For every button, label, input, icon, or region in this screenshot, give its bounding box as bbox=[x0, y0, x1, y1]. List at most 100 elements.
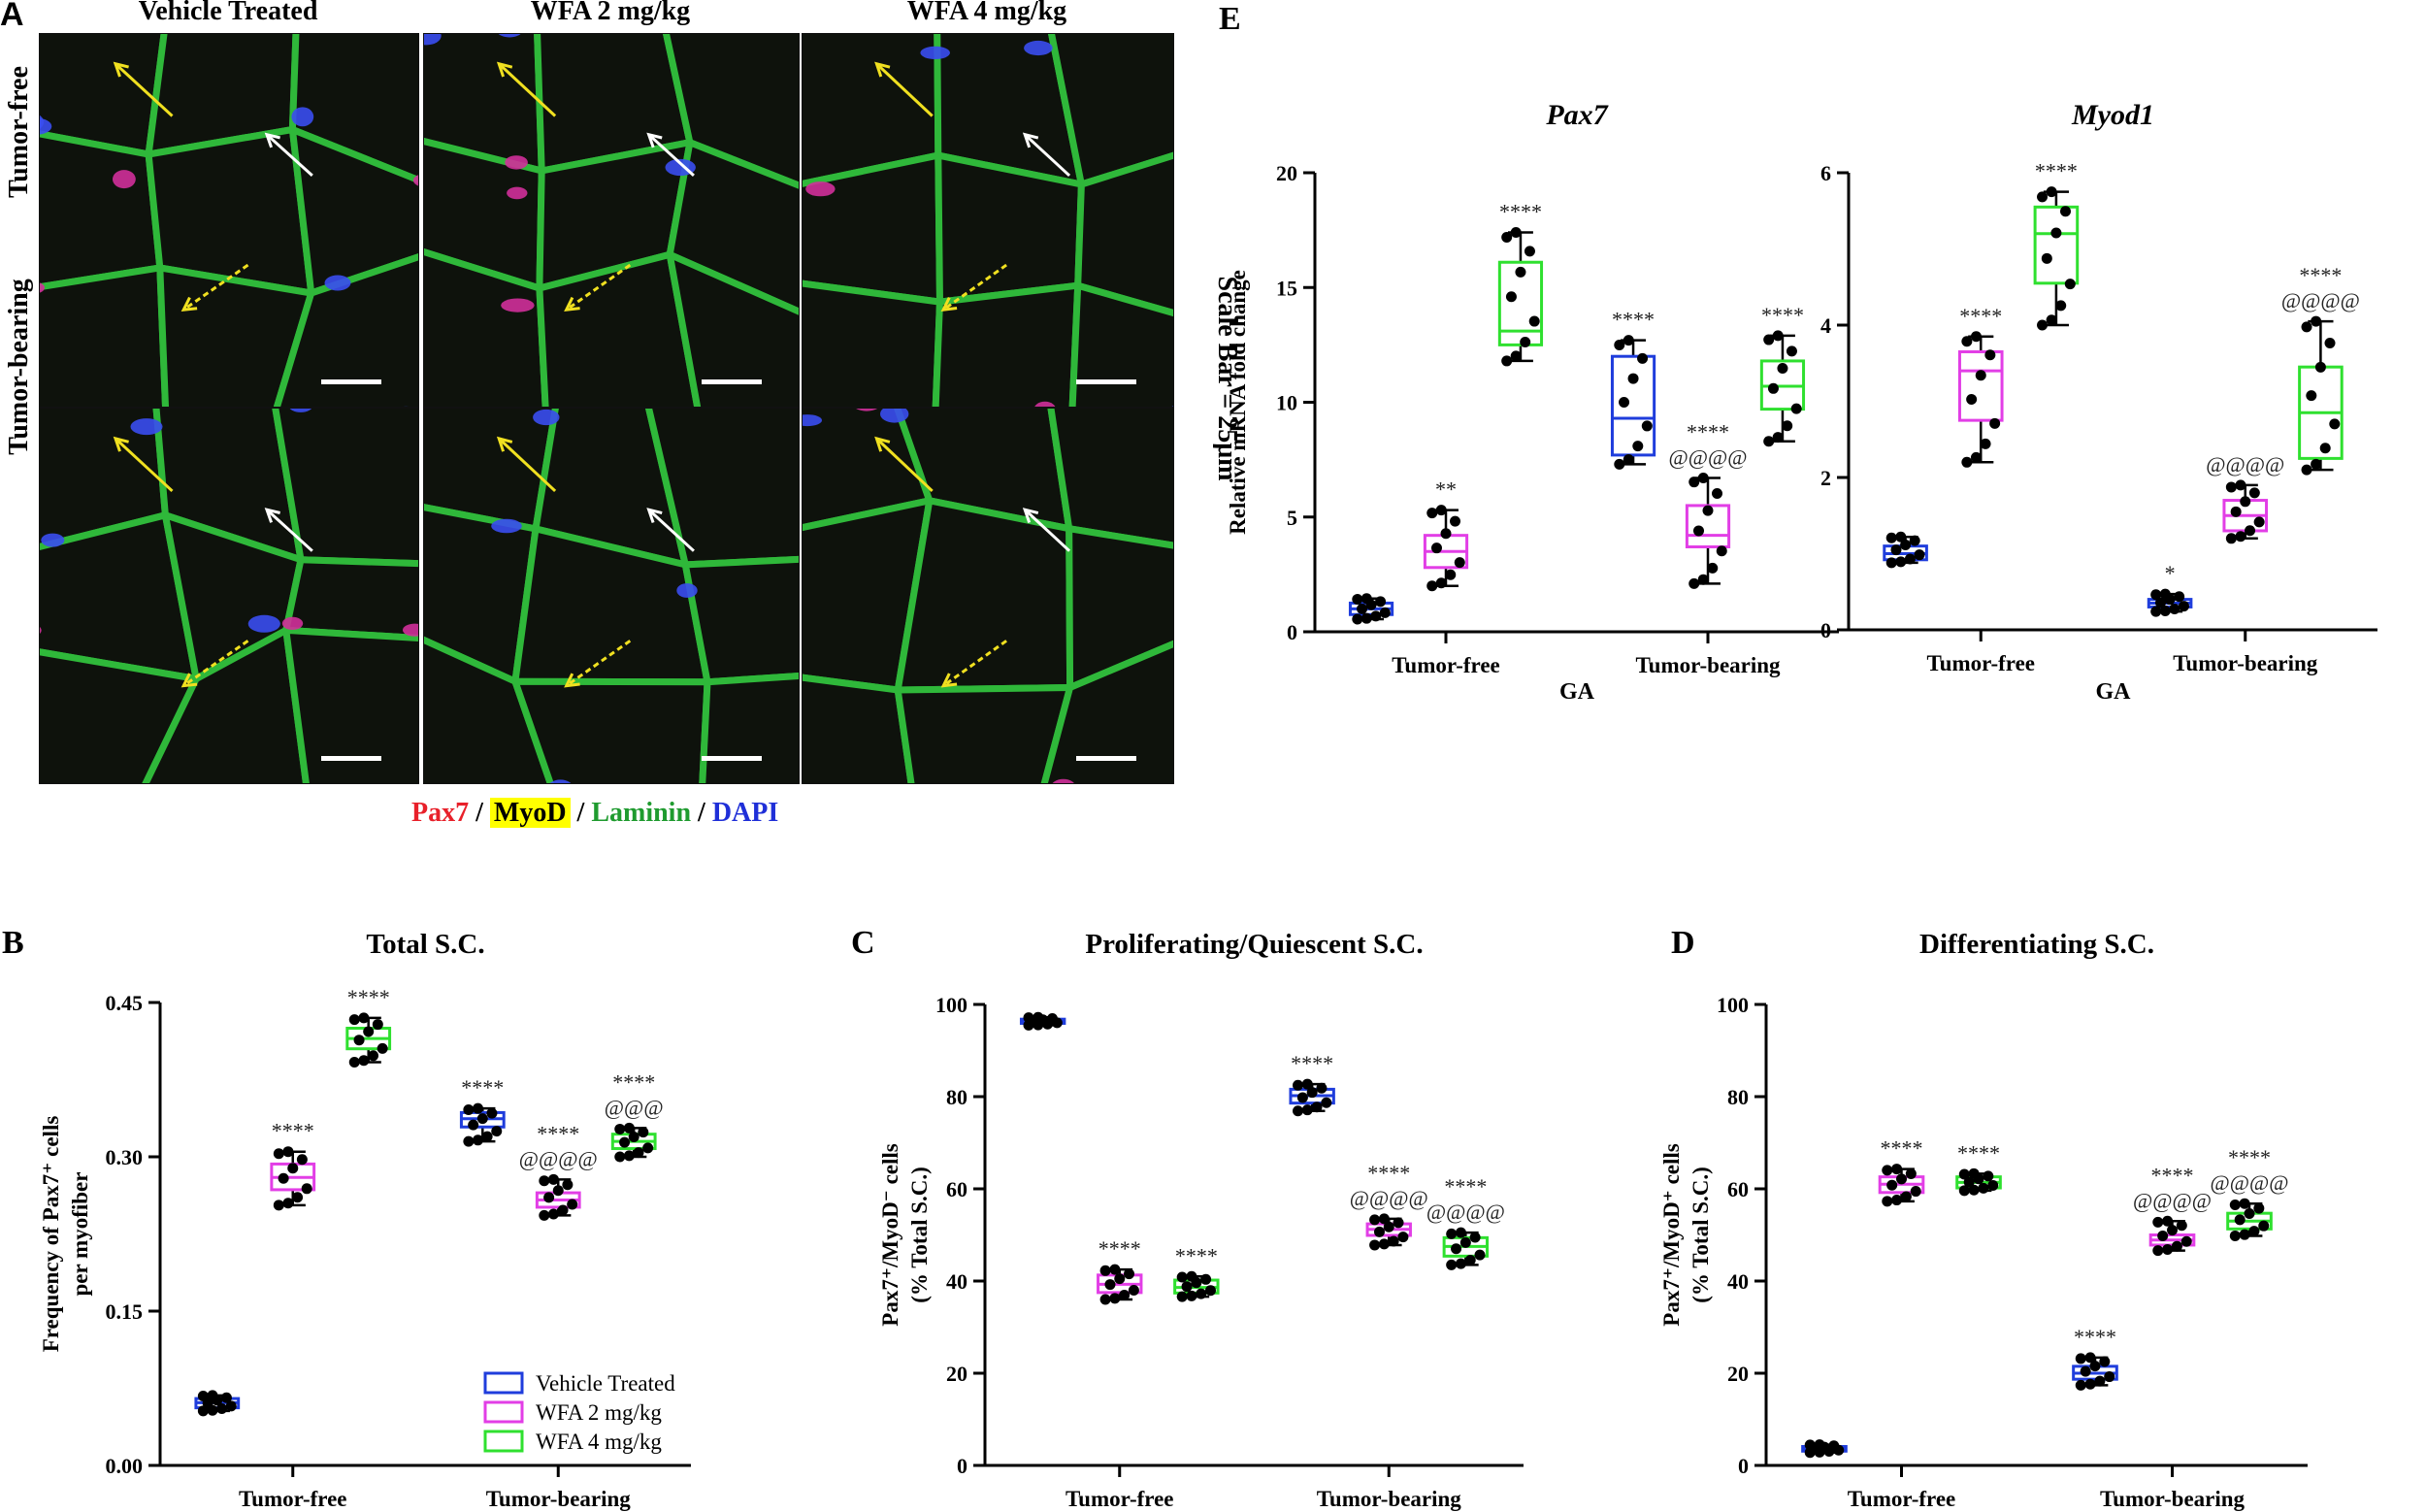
data-point bbox=[2245, 525, 2256, 537]
y-tick-label: 60 bbox=[946, 1177, 967, 1201]
data-point bbox=[1293, 1105, 1304, 1117]
data-point bbox=[1176, 1291, 1188, 1302]
significance-label: * bbox=[2165, 561, 2176, 585]
data-point bbox=[1176, 1271, 1188, 1283]
data-point bbox=[1383, 1221, 1394, 1233]
data-point bbox=[1388, 1235, 1399, 1247]
data-point bbox=[2050, 227, 2062, 239]
box-vehicle-treated bbox=[1610, 354, 1656, 457]
data-point bbox=[1124, 1268, 1135, 1280]
data-point bbox=[1369, 1214, 1381, 1226]
data-point bbox=[1697, 574, 1709, 585]
data-point bbox=[1435, 577, 1447, 589]
data-point bbox=[1961, 456, 1973, 468]
data-point bbox=[1430, 542, 1442, 554]
data-point bbox=[1455, 1258, 1466, 1269]
y-tick-label: 0.15 bbox=[106, 1299, 144, 1324]
data-point bbox=[2157, 1230, 2169, 1241]
data-point bbox=[1980, 438, 1991, 449]
y-axis-label: Pax7⁺/MyoD⁺ cells bbox=[1659, 1143, 1684, 1326]
significance-label: **** bbox=[2228, 1145, 2271, 1169]
data-point bbox=[1968, 1184, 1980, 1196]
panel-letter: C bbox=[851, 925, 875, 961]
data-point bbox=[1697, 473, 1709, 484]
data-point bbox=[1975, 370, 1986, 381]
data-point bbox=[1196, 1288, 1207, 1299]
x-tick-label: Tumor-bearing bbox=[486, 1487, 632, 1511]
data-point bbox=[1119, 1289, 1131, 1300]
data-point bbox=[1914, 549, 1925, 561]
data-point bbox=[614, 1123, 626, 1134]
data-point bbox=[1712, 487, 1723, 499]
y-tick-label: 40 bbox=[1727, 1269, 1749, 1294]
data-point bbox=[1316, 1082, 1328, 1094]
data-point bbox=[472, 1102, 483, 1114]
data-point bbox=[1370, 610, 1382, 622]
data-point bbox=[1763, 436, 1775, 447]
x-tick-label: Tumor-free bbox=[1065, 1487, 1174, 1511]
data-point bbox=[1510, 350, 1522, 362]
box-wfa-4-mg-kg bbox=[1497, 260, 1544, 346]
data-point bbox=[1782, 420, 1793, 432]
y-tick-label: 0 bbox=[1820, 618, 1831, 642]
data-point bbox=[2162, 1243, 2174, 1255]
data-point bbox=[2244, 1207, 2255, 1219]
data-point bbox=[2253, 1202, 2265, 1214]
box-wfa-4-mg-kg bbox=[2033, 205, 2080, 285]
data-point bbox=[1426, 580, 1438, 592]
data-point bbox=[2229, 1199, 2241, 1210]
data-point bbox=[1361, 612, 1372, 624]
data-point bbox=[2324, 337, 2336, 348]
data-point bbox=[1900, 539, 1912, 550]
data-point bbox=[2314, 361, 2326, 373]
data-point bbox=[1397, 1232, 1409, 1243]
micrograph-r1-c0 bbox=[39, 408, 419, 784]
x-tick-label: Tumor-bearing bbox=[2100, 1487, 2246, 1511]
data-point bbox=[1186, 1270, 1197, 1282]
data-point bbox=[1882, 1196, 1893, 1207]
data-point bbox=[1459, 1236, 1471, 1248]
micrograph-r1-c2 bbox=[802, 408, 1174, 784]
data-point bbox=[2301, 464, 2312, 476]
data-point bbox=[1109, 1293, 1121, 1304]
data-point bbox=[1885, 532, 1897, 543]
data-point bbox=[2235, 479, 2246, 491]
data-point bbox=[1905, 1167, 1917, 1179]
panel-letter: E bbox=[1219, 1, 1241, 37]
data-point bbox=[476, 1113, 488, 1125]
data-point bbox=[2046, 314, 2057, 326]
significance-label: @@@@ bbox=[2210, 1170, 2288, 1195]
data-point bbox=[1510, 226, 1522, 238]
data-point bbox=[633, 1147, 644, 1159]
data-point bbox=[372, 1019, 383, 1031]
significance-label: **** bbox=[1367, 1161, 1410, 1185]
data-point bbox=[1186, 1290, 1197, 1301]
data-point bbox=[1104, 1279, 1116, 1291]
stain-legend-item: Pax7 bbox=[411, 798, 470, 828]
data-point bbox=[273, 1148, 284, 1160]
y-tick-label: 4 bbox=[1820, 313, 1831, 338]
x-tick-label: Tumor-bearing bbox=[1317, 1487, 1462, 1511]
data-point bbox=[1772, 432, 1784, 444]
significance-label: **** bbox=[461, 1075, 504, 1100]
data-point bbox=[2234, 1214, 2246, 1226]
data-point bbox=[2152, 1245, 2164, 1257]
data-point bbox=[539, 1209, 550, 1221]
y-tick-label: 60 bbox=[1727, 1177, 1749, 1201]
data-point bbox=[2306, 390, 2317, 402]
y-tick-label: 80 bbox=[946, 1085, 967, 1109]
data-point bbox=[2311, 315, 2322, 327]
data-point bbox=[1896, 1173, 1907, 1185]
data-point bbox=[2235, 531, 2246, 542]
data-point bbox=[1454, 557, 1465, 569]
data-point bbox=[1716, 545, 1727, 557]
data-point bbox=[2055, 300, 2067, 312]
stain-legend-item: DAPI bbox=[711, 798, 779, 828]
data-point bbox=[543, 1192, 555, 1203]
data-point bbox=[2171, 1240, 2182, 1252]
data-point bbox=[1109, 1264, 1121, 1275]
data-point bbox=[368, 1050, 379, 1062]
data-point bbox=[1033, 1011, 1044, 1023]
data-point bbox=[1958, 1185, 1970, 1197]
significance-label: **** bbox=[1612, 308, 1655, 332]
